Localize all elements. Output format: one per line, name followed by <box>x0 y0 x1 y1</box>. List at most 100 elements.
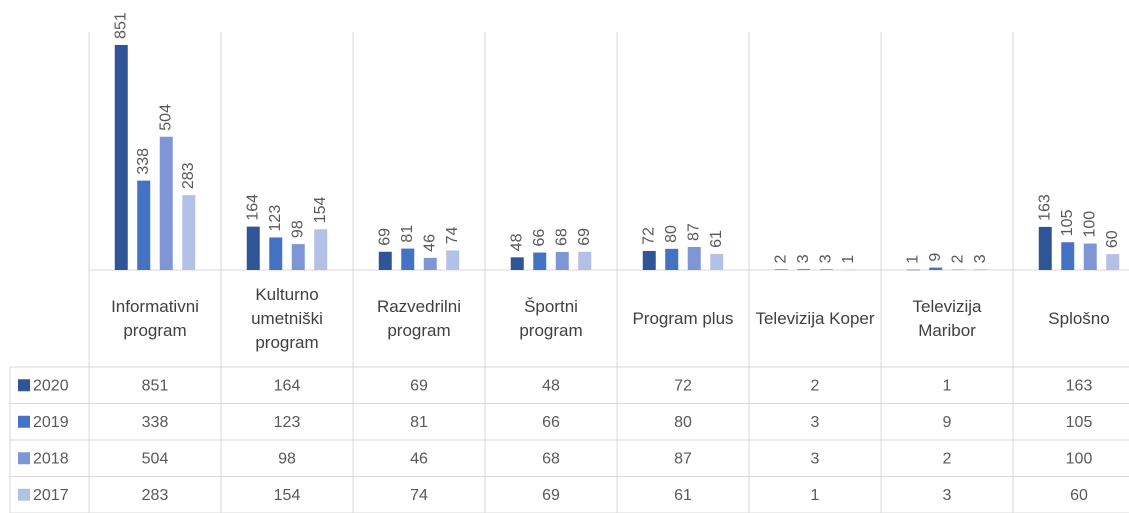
data-label: 48 <box>508 233 525 251</box>
data-label: 72 <box>640 227 657 245</box>
bar <box>819 269 833 270</box>
table-value: 154 <box>274 487 301 504</box>
data-label: 154 <box>312 196 329 223</box>
table-value: 283 <box>142 487 169 504</box>
table-value: 163 <box>1066 377 1093 394</box>
bar <box>510 257 524 270</box>
table-value: 1 <box>811 487 820 504</box>
bar <box>446 250 460 270</box>
bar <box>974 269 988 270</box>
bar <box>951 269 965 270</box>
bar <box>642 250 656 270</box>
data-label: 3 <box>972 254 989 263</box>
data-label: 283 <box>180 162 197 189</box>
data-label: 2 <box>949 254 966 263</box>
table-value: 66 <box>542 414 560 431</box>
table-value: 68 <box>542 450 560 467</box>
bar <box>665 248 679 270</box>
legend-label: 2020 <box>33 377 69 394</box>
table-value: 81 <box>410 414 428 431</box>
bar <box>1061 242 1075 270</box>
category-label: Televizija Koper <box>755 308 875 328</box>
data-label: 123 <box>267 205 284 232</box>
table-value: 1 <box>943 377 952 394</box>
bar <box>1038 226 1052 270</box>
table-value: 2 <box>811 377 820 394</box>
data-label: 60 <box>1104 230 1121 248</box>
category-label: Program plus <box>632 308 734 328</box>
bar <box>1106 254 1120 270</box>
data-label: 1 <box>840 255 857 264</box>
data-label: 164 <box>244 194 261 221</box>
data-label: 98 <box>289 220 306 238</box>
table-value: 2 <box>943 450 952 467</box>
data-label: 74 <box>444 227 461 245</box>
data-label: 87 <box>685 223 702 241</box>
legend-swatch <box>18 488 30 501</box>
table-value: 164 <box>274 377 301 394</box>
bar <box>182 195 196 270</box>
bar <box>797 269 811 270</box>
legend-swatch <box>18 415 30 428</box>
table-value: 3 <box>811 414 820 431</box>
data-label: 68 <box>553 228 570 246</box>
bar <box>687 246 701 270</box>
legend-label: 2019 <box>33 414 69 431</box>
data-label: 66 <box>531 229 548 247</box>
table-value: 69 <box>410 377 428 394</box>
data-label: 69 <box>576 228 593 246</box>
table-value: 851 <box>142 377 169 394</box>
table-value: 338 <box>142 414 169 431</box>
data-label: 81 <box>399 225 416 243</box>
category-label: Kulturno umetniški program <box>251 284 323 352</box>
bar <box>842 269 856 271</box>
category-label: Športni program <box>519 296 583 340</box>
bar <box>401 248 415 270</box>
bar <box>774 269 788 270</box>
table-value: 3 <box>811 450 820 467</box>
bar <box>906 269 920 271</box>
bar <box>269 237 283 270</box>
bar <box>291 244 305 270</box>
legend-label: 2018 <box>33 450 69 467</box>
data-label: 61 <box>708 230 725 248</box>
bar <box>710 253 724 270</box>
bar <box>1083 243 1097 270</box>
data-label: 1 <box>904 255 921 264</box>
table-value: 123 <box>274 414 301 431</box>
data-label: 2 <box>772 254 789 263</box>
data-label: 504 <box>157 104 174 131</box>
bar <box>423 257 437 270</box>
data-label: 163 <box>1036 194 1053 221</box>
data-label: 46 <box>421 234 438 252</box>
data-label: 105 <box>1059 209 1076 236</box>
data-label: 338 <box>135 148 152 175</box>
category-label: Razvedrilni program <box>376 296 462 340</box>
bar <box>929 267 943 270</box>
table-value: 100 <box>1066 450 1093 467</box>
category-label: Informativni program <box>111 296 199 340</box>
bar <box>533 252 547 270</box>
data-label: 69 <box>376 228 393 246</box>
legend-label: 2017 <box>33 487 69 504</box>
bar <box>555 252 569 270</box>
data-label: 3 <box>817 254 834 263</box>
bar <box>159 136 173 270</box>
bar <box>578 251 592 270</box>
category-label: Splošno <box>1048 308 1110 328</box>
table-value: 504 <box>142 450 169 467</box>
table-value: 72 <box>674 377 692 394</box>
legend-swatch <box>18 379 30 392</box>
bar <box>114 44 128 270</box>
table-value: 60 <box>1070 487 1088 504</box>
legend-swatch <box>18 452 30 465</box>
data-label: 3 <box>795 254 812 263</box>
table-value: 74 <box>410 487 428 504</box>
table-value: 80 <box>674 414 692 431</box>
table-value: 69 <box>542 487 560 504</box>
data-label: 851 <box>112 12 129 39</box>
bar <box>314 229 328 270</box>
data-label: 80 <box>663 225 680 243</box>
